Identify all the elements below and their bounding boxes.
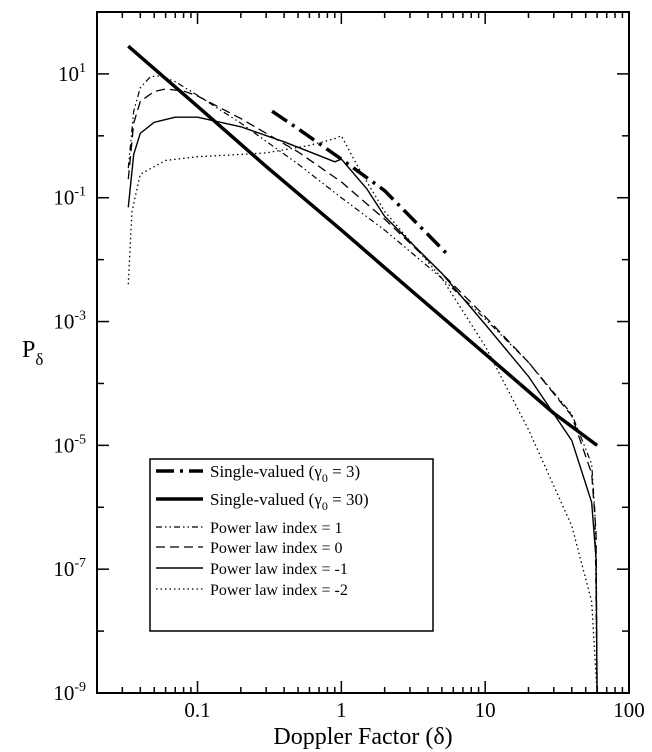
legend-label-4: Power law index = -1: [210, 561, 348, 578]
x-tick-label: 0.1: [184, 698, 210, 722]
y-tick-label: 10-3: [53, 309, 86, 334]
x-tick-label: 100: [613, 698, 645, 722]
legend-label-1: Single-valued (γ0 = 30): [210, 490, 369, 513]
y-tick-label: 10-7: [53, 556, 86, 581]
legend-label-2: Power law index = 1: [210, 520, 343, 537]
legend: Single-valued (γ0 = 3) Single-valued (γ0 …: [149, 458, 434, 632]
legend-label-0: Single-valued (γ0 = 3): [210, 462, 360, 485]
series-layer: [127, 44, 599, 694]
y-axis-label: Pδ: [22, 337, 43, 369]
legend-label-3: Power law index = 0: [210, 540, 343, 557]
x-axis-label: Doppler Factor (δ): [273, 724, 452, 750]
series-line-3: [127, 88, 598, 694]
y-axis-label-sub: δ: [35, 350, 43, 369]
y-tick-label: 10-9: [53, 680, 86, 705]
y-axis-label-main: P: [22, 337, 35, 363]
series-line-0: [271, 109, 450, 256]
y-tick-label: 101: [58, 61, 86, 86]
series-line-1: [127, 44, 599, 447]
series-line-2: [127, 75, 598, 694]
y-tick-label: 10-1: [53, 185, 86, 210]
series-line-4: [127, 116, 598, 694]
ticks-layer: 0.1 1 10 100 10-9 10-7 10-5 10-3 10-1 101: [53, 12, 645, 722]
x-tick-label: 10: [475, 698, 496, 722]
plot-frame: [96, 11, 630, 694]
legend-label-5: Power law index = -2: [210, 582, 348, 599]
series-line-5: [127, 135, 598, 694]
legend-box: [149, 458, 434, 632]
y-tick-label: 10-5: [53, 432, 86, 457]
x-tick-label: 1: [336, 698, 347, 722]
